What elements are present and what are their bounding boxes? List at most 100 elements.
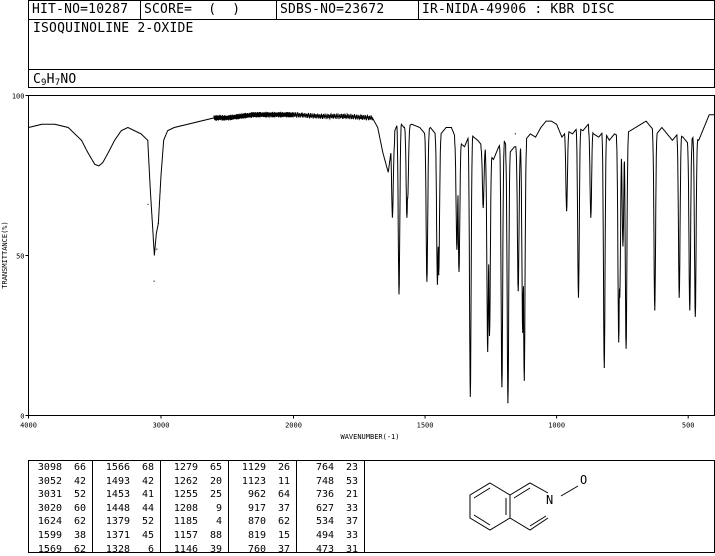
peak-transmittance: 26 [277,462,290,473]
peak-table-row: 1448 44 [96,502,162,516]
x-axis-label: WAVENUMBER(-1) [340,433,399,441]
peak-wavenumber: 1262 [173,475,198,487]
peak-transmittance: 21 [345,489,358,501]
peak-point [622,245,624,247]
peak-transmittance: 68 [141,462,154,473]
peak-wavenumber: 870 [247,516,266,528]
peak-transmittance: 52 [141,516,154,528]
peak-table-row: 1279 65 [164,461,230,475]
peak-point [482,206,484,209]
peak-transmittance: 53 [345,475,358,487]
peak-wavenumber: 3052 [37,475,62,487]
peak-transmittance: 33 [345,502,358,514]
peak-point [157,222,159,225]
peak-point [507,402,509,404]
peak-point [406,216,408,218]
peak-point [618,341,620,343]
peak-transmittance: 64 [277,489,290,501]
peak-transmittance: 37 [345,516,358,528]
peak-table-row: 3020 60 [28,502,94,516]
peak-wavenumber: 1255 [173,489,198,501]
peak-table-divider [296,461,297,552]
peak-point [689,309,691,311]
peak-table-row: 1129 26 [232,461,298,475]
peak-transmittance: 42 [73,475,86,487]
peak-point [619,296,621,298]
peak-point [501,386,503,388]
peak-table-row: 1624 62 [28,515,94,529]
score: SCORE= ( ) [144,2,241,17]
hit-number: HIT-NO=10287 [32,2,129,17]
peak-table-column: 3098 66 3052 42 3031 52 3020 60 1624 62 1599 38 1569… [28,461,94,556]
plot-frame [28,95,715,416]
y-tick-label: 50 [16,253,24,261]
peak-table-row: 1123 11 [232,475,298,489]
peak-wavenumber: 1569 [37,543,62,555]
x-tick-label: 1000 [548,422,565,430]
x-tick-label: 1500 [417,422,434,430]
peak-transmittance: 37 [277,543,290,555]
peak-transmittance: 11 [277,475,290,487]
peak-point [514,133,516,135]
peak-wavenumber: 3031 [37,489,62,501]
x-tick-label: 2000 [285,422,302,430]
peak-table-row: 1371 45 [96,529,162,543]
peak-transmittance: 60 [73,502,86,514]
peak-wavenumber: 1123 [241,475,266,487]
peak-transmittance: 52 [73,489,86,501]
peak-table-row: 3052 42 [28,475,94,489]
peak-wavenumber: 494 [315,529,334,541]
peak-table-row: 534 37 [300,515,366,529]
structure-diagram: N O [469,473,587,531]
benzene-ring [469,482,511,531]
peak-table-row: 1146 39 [164,543,230,556]
peak-point [488,334,491,337]
peak-table-divider [228,461,229,552]
pyridine-ring [509,482,549,496]
peak-point [398,293,400,295]
x-tick-label: 4000 [20,422,37,430]
peak-table-row: 1379 52 [96,515,162,529]
peak-table-row: 473 31 [300,543,366,556]
peak-table-row: 1185 4 [164,515,230,529]
y-axis-label: TRANSMITTANCE(%) [1,221,9,288]
peak-table-divider [160,461,161,552]
peak-wavenumber: 1129 [241,462,266,473]
peak-wavenumber: 3020 [37,502,62,514]
peak-table-divider [364,461,365,552]
peak-transmittance: 20 [209,475,222,487]
peak-table-row: 1255 25 [164,488,230,502]
compound-name: ISOQUINOLINE 2-OXIDE [33,21,194,36]
molecular-formula: C9H7NO [33,72,77,88]
peak-wavenumber: 1566 [105,462,130,473]
oxygen-label: O [580,473,587,487]
peak-point [156,248,158,250]
peak-point [426,280,428,282]
sdbs-number: SDBS-NO=23672 [280,2,385,17]
peak-table-row: 1569 62 [28,543,94,556]
peak-transmittance: 38 [73,529,86,541]
peak-table-column: 1279 65 1262 20 1255 25 1208 9 1185 4 1157 88 1146 39 [164,461,230,556]
y-tick-label: 0 [20,413,24,421]
peak-point [456,248,458,250]
peak-wavenumber: 3098 [37,462,62,473]
peak-point [487,350,489,353]
peak-table-row: 962 64 [232,488,298,502]
peak-wavenumber: 917 [247,502,266,514]
peak-table-column: 764 23 748 53 736 21 627 33 534 37 494 33 473 31 [300,461,366,556]
peak-point [438,274,440,276]
peak-transmittance: 65 [209,462,222,473]
peak-point [407,197,409,199]
peak-transmittance: 66 [73,462,86,473]
peak-wavenumber: 1279 [173,462,198,473]
peak-table-column: 1129 26 1123 11 962 64 917 37 870 62 819 15 760 37 [232,461,298,556]
peak-transmittance: 39 [209,543,222,555]
peak-point [577,296,580,298]
peak-transmittance: 23 [345,462,358,473]
peak-point [522,331,524,333]
peak-point [523,379,525,381]
peak-table-row: 917 37 [232,502,298,516]
peak-transmittance: 62 [277,516,290,528]
peak-wavenumber: 1379 [105,516,130,528]
spectrum-line [28,111,715,403]
